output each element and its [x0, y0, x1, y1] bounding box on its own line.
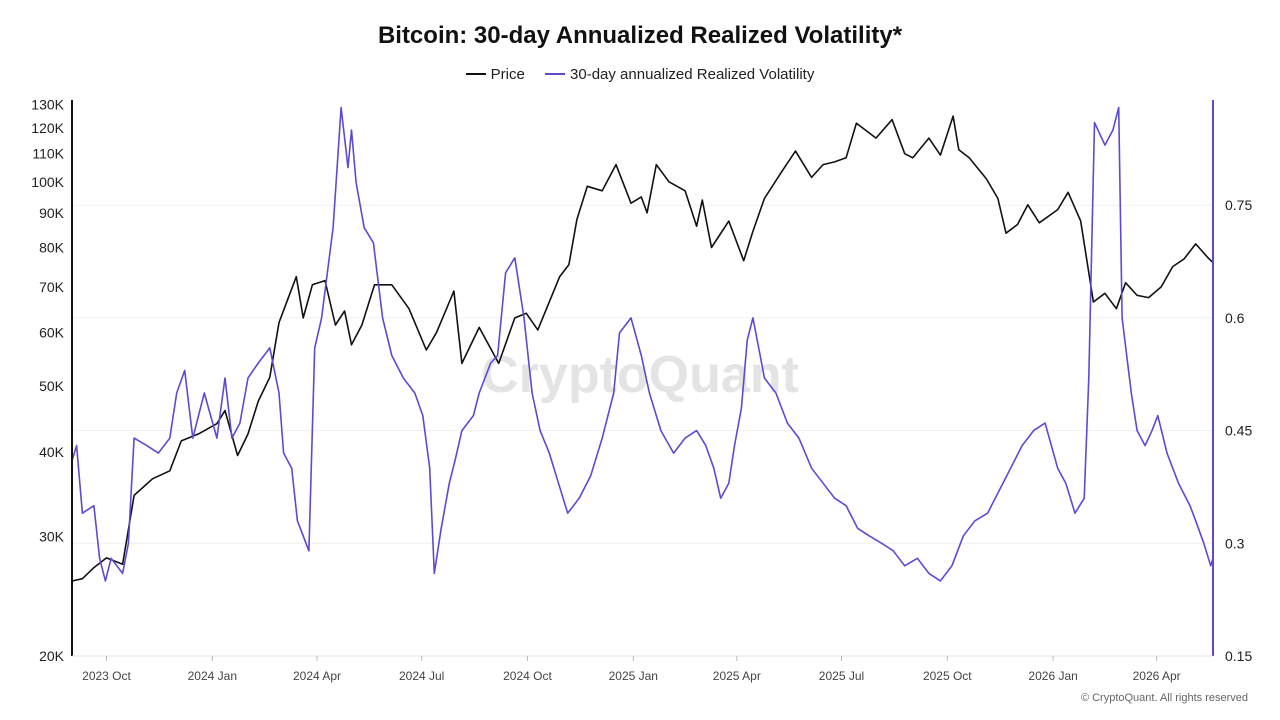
- x-tick-label: 2025 Jul: [819, 669, 864, 683]
- chart-title: Bitcoin: 30-day Annualized Realized Vola…: [377, 22, 903, 49]
- y-right-tick-label: 0.6: [1225, 310, 1245, 326]
- y-left-tick-label: 100K: [31, 174, 64, 190]
- y-left-tick-label: 30K: [39, 529, 65, 545]
- axis-layer: 20K 30K 40K 50K 60K 70K 80K 90K 100K 110K 120K 130K…: [31, 96, 1252, 683]
- y-left-tick-label: 20K: [39, 648, 65, 664]
- y-right-tick-label: 0.45: [1225, 423, 1252, 439]
- series-layer: [71, 106, 1214, 582]
- y-left-tick-label: 70K: [39, 279, 65, 295]
- grid-layer: [72, 204, 1213, 544]
- legend-label-price: Price: [490, 65, 525, 83]
- chart-legend: Price 30-day annualized Realized Volatil…: [0, 62, 1280, 83]
- watermark: CryptoQuant: [481, 346, 799, 404]
- legend-label-volatility: 30-day annualized Realized Volatility: [570, 65, 815, 83]
- y-left-tick-label: 60K: [39, 324, 65, 340]
- y-right-tick-label: 0.3: [1225, 535, 1245, 551]
- price-line: [71, 115, 1214, 582]
- x-tick-label: 2024 Oct: [503, 669, 552, 683]
- legend-swatch-volatility: [545, 73, 566, 75]
- x-tick-label: 2024 Jul: [399, 669, 444, 683]
- y-right-tick-label: 0.15: [1225, 648, 1252, 664]
- x-tick-label: 2024 Jan: [188, 669, 237, 683]
- y-left-tick-label: 80K: [39, 240, 65, 256]
- x-tick-label: 2026 Apr: [1133, 669, 1181, 683]
- x-tick-label: 2025 Apr: [713, 669, 761, 683]
- y-left-tick-label: 40K: [39, 444, 65, 460]
- y-left-tick-label: 90K: [39, 205, 65, 221]
- y-left-tick-label: 130K: [31, 96, 64, 112]
- x-tick-label: 2026 Jan: [1028, 669, 1077, 683]
- x-tick-label: 2023 Oct: [82, 669, 131, 683]
- legend-swatch-price: [465, 73, 486, 75]
- y-left-tick-label: 50K: [39, 378, 65, 394]
- y-left-tick-label: 120K: [31, 120, 64, 136]
- x-tick-label: 2025 Oct: [923, 669, 972, 683]
- legend-item-price[interactable]: Price: [465, 65, 525, 83]
- copyright-text: © CryptoQuant. All rights reserved: [1080, 692, 1248, 704]
- x-tick-label: 2024 Apr: [293, 669, 341, 683]
- legend-item-volatility[interactable]: 30-day annualized Realized Volatility: [545, 66, 814, 83]
- y-left-tick-label: 110K: [32, 146, 64, 162]
- x-tick-label: 2025 Jan: [609, 669, 658, 683]
- y-right-tick-label: 0.75: [1225, 197, 1252, 213]
- volatility-line: [71, 106, 1214, 582]
